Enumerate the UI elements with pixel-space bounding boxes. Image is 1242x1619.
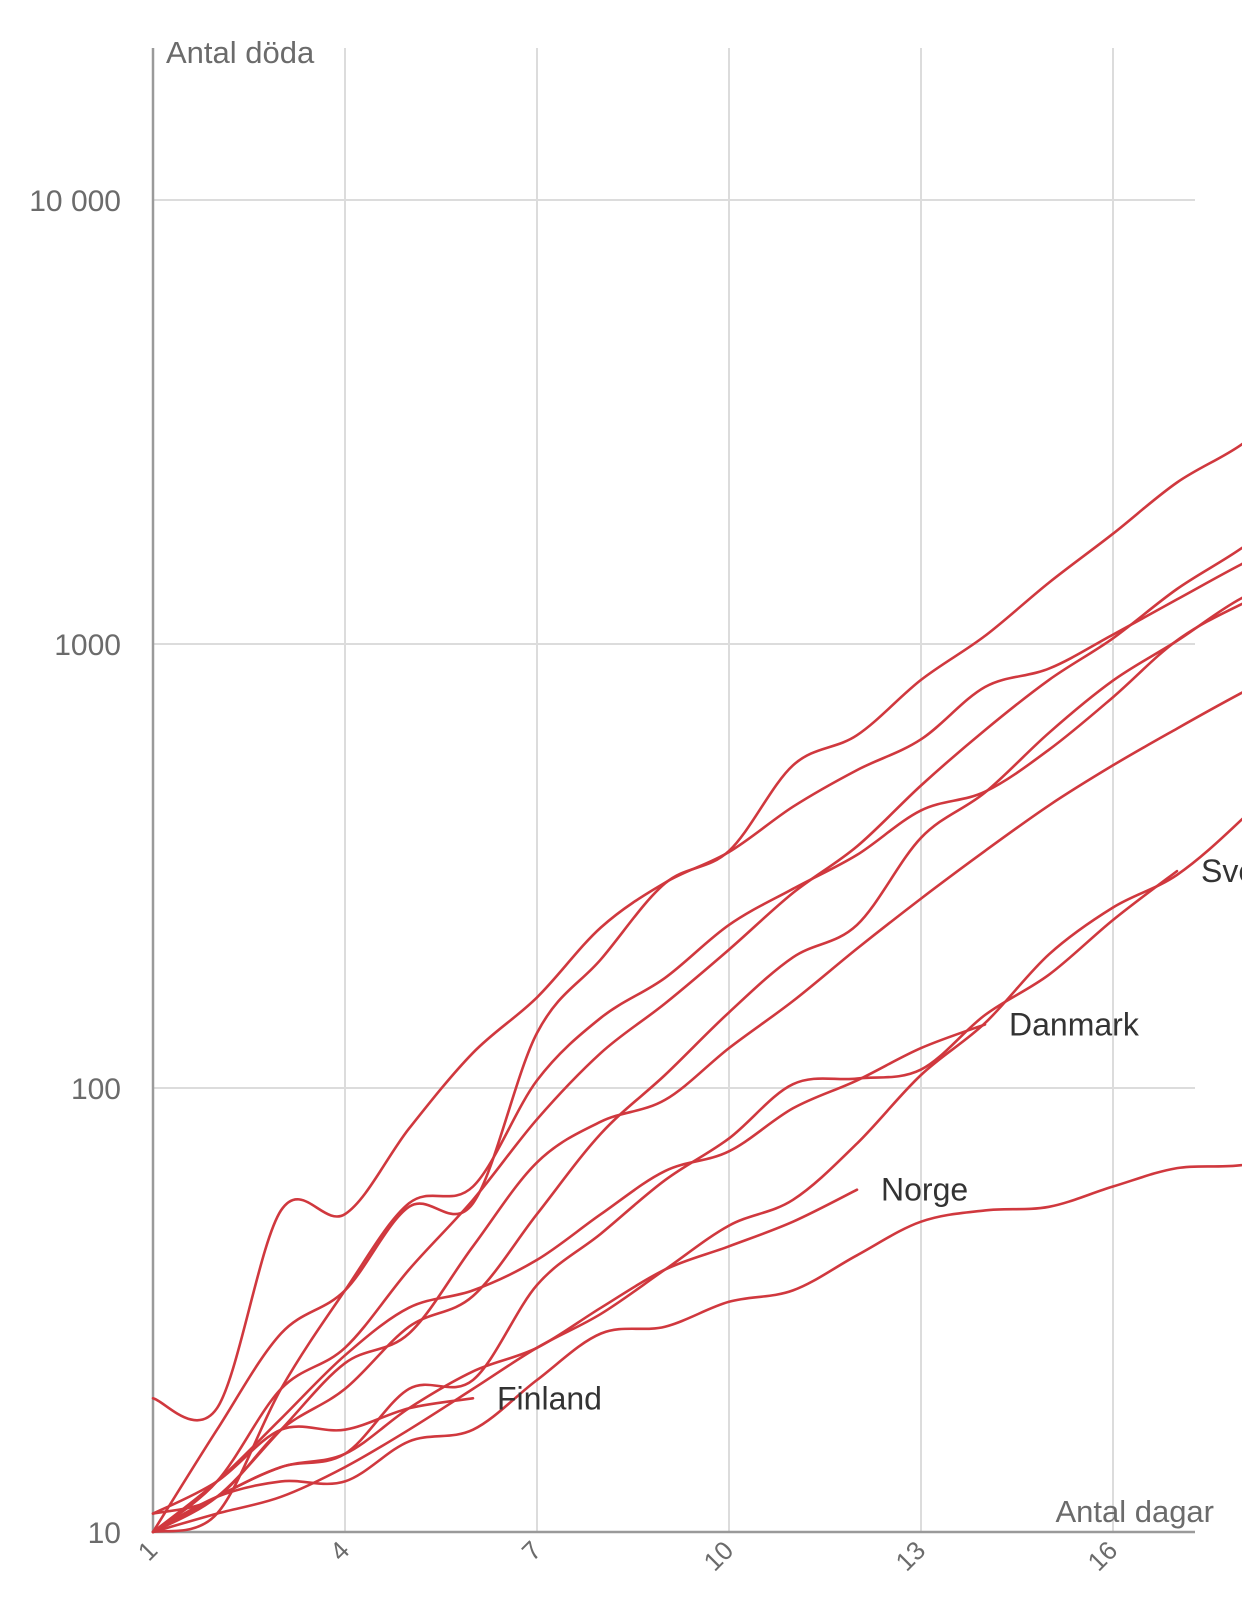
y-tick-label: 100 xyxy=(71,1073,121,1106)
x-axis-title: Antal dagar xyxy=(1055,1494,1214,1529)
series-label-norge: Norge xyxy=(881,1172,968,1208)
series-lines xyxy=(151,442,1242,1534)
series-line-norge xyxy=(151,1188,859,1534)
series-label-danmark: Danmark xyxy=(1009,1007,1140,1043)
series-label-sverige: Sverige xyxy=(1201,853,1242,889)
x-tick-label: 7 xyxy=(516,1535,547,1566)
y-gridlines xyxy=(153,199,1195,1089)
x-tick-label: 16 xyxy=(1082,1535,1124,1577)
series-line-unlabeled xyxy=(151,562,1242,1422)
series-line-sydkorea xyxy=(151,1163,1242,1534)
x-tick-label: 1 xyxy=(132,1535,163,1566)
y-tick-label: 1000 xyxy=(54,629,121,662)
series-line-unlabeled xyxy=(151,546,1242,1534)
series-labels: ItalienSpanienStorbritannienUSATysklandS… xyxy=(497,853,1242,1416)
y-axis-title: Antal döda xyxy=(166,35,315,70)
x-tick-label: 10 xyxy=(698,1535,740,1577)
series-line-italien xyxy=(151,596,1242,1515)
y-tick-label: 10 000 xyxy=(29,185,121,218)
x-tick-label: 4 xyxy=(324,1535,355,1566)
x-tick-label: 13 xyxy=(890,1535,932,1577)
series-line-finland xyxy=(151,1397,475,1515)
x-gridlines xyxy=(344,48,1114,1532)
series-line-tyskland xyxy=(151,691,1242,1534)
series-line-storbritannien xyxy=(151,602,1242,1534)
series-line-danmark xyxy=(151,1023,987,1534)
series-line-usa xyxy=(151,817,1242,1534)
y-tick-labels: 10 100 1000 10 000 xyxy=(29,185,121,1550)
y-tick-label: 10 xyxy=(88,1517,121,1550)
series-line-spanien xyxy=(151,442,1242,1534)
series-label-finland: Finland xyxy=(497,1380,602,1416)
x-tick-labels: 1471013161922252831343740434649 xyxy=(132,1535,1124,1577)
